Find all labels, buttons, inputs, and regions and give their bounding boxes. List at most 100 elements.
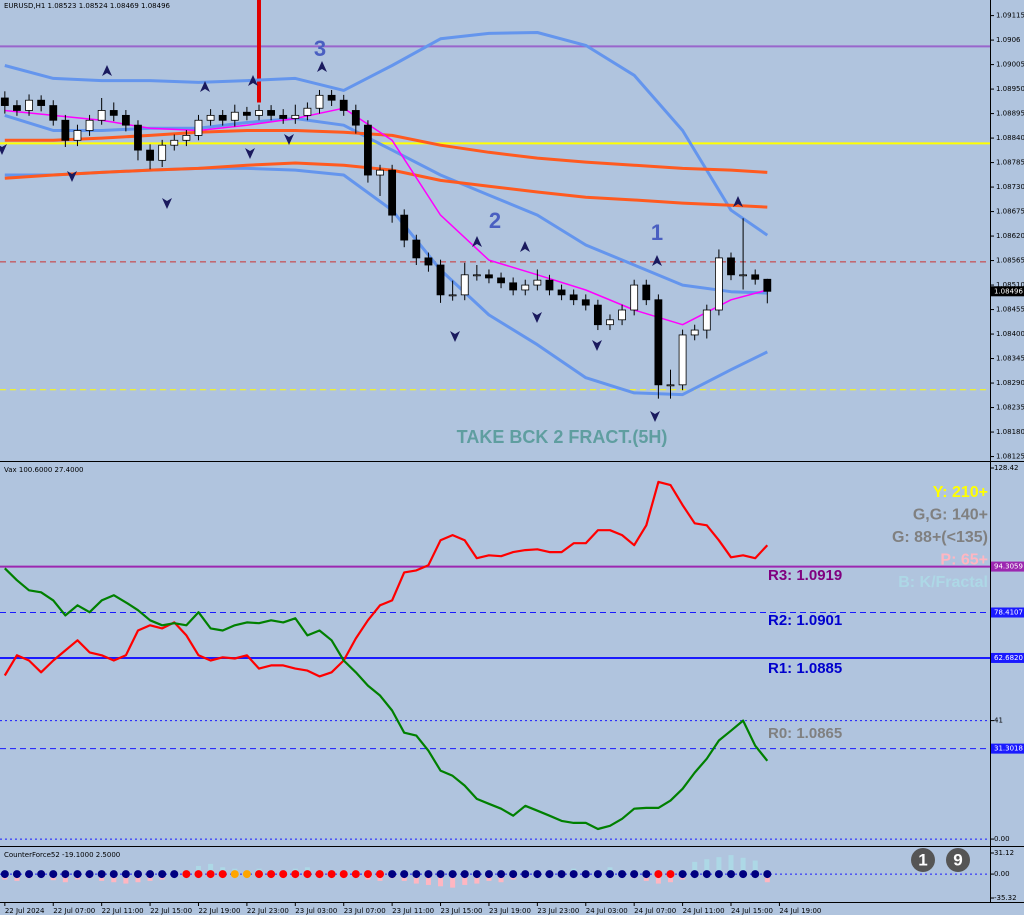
candle-body [182,135,191,141]
state-dot [230,870,239,879]
histogram-bar [425,874,431,885]
y-tick-label: 31.3018 [994,745,1023,753]
candle-body [630,284,639,311]
histogram-bar [740,857,746,875]
y-tick-label: 1.08180 [996,428,1024,436]
indicator-line [4,113,768,295]
state-dot [218,870,227,879]
level-label: R0: 1.0865 [768,725,842,742]
candle-body [678,334,687,386]
candle-body [739,274,748,277]
candle-body [618,309,626,321]
x-tick-label: 23 Jul 07:00 [344,907,386,915]
candle-body [85,119,94,131]
histogram-bar [135,874,141,883]
fractal-down [284,134,294,145]
candle-body [158,144,167,161]
fractal-up [652,255,662,266]
y-tick-label: 94.3059 [994,563,1023,571]
candle-body [509,282,518,291]
y-tick-label: 128.42 [994,464,1019,472]
state-dot [484,870,493,879]
state-dot [49,870,58,879]
state-dot [182,870,191,879]
x-tick-label: 24 Jul 15:00 [731,907,773,915]
fractal-down [245,148,255,159]
candle-body [61,119,70,141]
y-tick-label: 1.08455 [996,306,1024,314]
histogram-bar [704,859,710,875]
histogram-bar [208,863,214,875]
candle-body [279,114,288,119]
x-tick-label: 23 Jul 11:00 [392,907,434,915]
state-dot [194,870,203,879]
candle-body [557,289,566,296]
state-dot [170,870,179,879]
candle-body [763,278,772,292]
state-dot [133,870,142,879]
candle-body [242,111,251,116]
histogram-bar [438,874,444,887]
legend-note: Y: 210+ [933,484,988,501]
annotation: 3 [314,36,326,61]
state-dot [569,870,578,879]
histogram-bar [692,861,698,875]
tick-box [991,607,1024,618]
y-tick-label: 1.08125 [996,453,1024,461]
candle-body [218,114,227,121]
indicator-line [4,129,768,174]
y-tick-label: 1.08235 [996,404,1024,412]
fractal-down [0,144,7,155]
state-dot [593,870,602,879]
candle-body [121,114,130,126]
histogram-bar [752,860,758,875]
y-tick-label: 1.09005 [996,61,1024,69]
candle-body [412,239,421,259]
counterforce-header: CounterForce52 -19.1000 2.5000 [4,851,120,859]
histogram-bar [716,857,722,875]
y-tick-label: 1.08290 [996,379,1024,387]
y-tick-label: 1.08675 [996,208,1024,216]
state-dot [376,870,385,879]
y-tick-label: 1.08345 [996,355,1024,363]
state-dot [497,870,506,879]
y-tick-label: 78.4107 [994,609,1023,617]
state-dot [303,870,312,879]
candle-body [134,124,142,151]
candle-body [569,294,578,301]
state-dot [630,870,639,879]
candle-body [666,384,675,387]
state-dot [472,870,481,879]
main-header: EURUSD,H1 1.08523 1.08524 1.08469 1.0849… [4,2,171,10]
state-dot [763,870,772,879]
fractal-down [592,340,602,351]
indicator-line [4,107,768,326]
histogram-bar [111,874,117,883]
state-dot [557,870,566,879]
candle-body [702,309,711,331]
histogram-bar [728,855,734,875]
state-dot [61,870,70,879]
fractal-down [67,171,77,182]
indicator-line [4,31,769,237]
histogram-bar [655,874,661,884]
state-dot [291,870,300,879]
histogram-bar [413,874,419,884]
state-dot [666,870,675,879]
state-dot [206,870,215,879]
x-tick-label: 23 Jul 15:00 [441,907,483,915]
candle-body [73,130,82,141]
candle-body [339,99,348,111]
histogram-bar [195,865,201,875]
state-dot [12,870,21,879]
x-tick-label: 24 Jul 03:00 [586,907,628,915]
fractal-up [248,75,258,86]
candle-body [654,299,663,386]
histogram-bar [498,874,504,883]
candle-body [206,114,215,121]
state-dot [751,870,760,879]
x-tick-label: 22 Jul 07:00 [53,907,95,915]
candle-body [472,274,481,277]
